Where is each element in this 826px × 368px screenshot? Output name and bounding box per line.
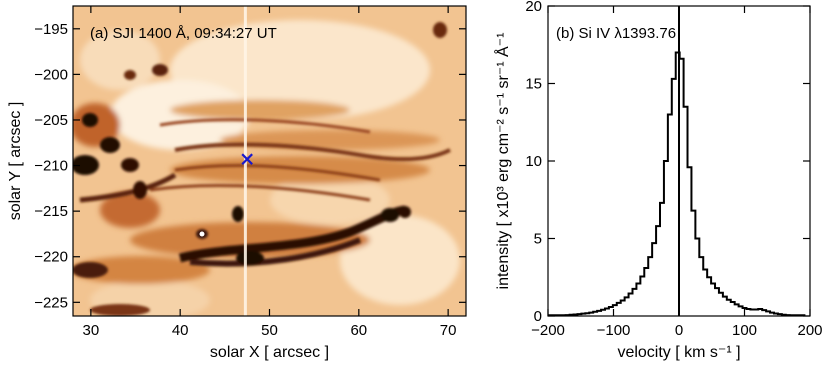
panel-b-ytick-label: 15	[525, 76, 542, 93]
panel-b-ytick-label: 20	[525, 0, 542, 15]
panel-a-xtick-label: 40	[172, 322, 189, 339]
panel-a-ytick-label: −220	[34, 249, 68, 266]
panel-b-ytick-label: 10	[525, 153, 542, 170]
panel-a-ytick-label: −205	[34, 112, 68, 129]
marker-x-stroke	[241, 153, 253, 165]
panel-b-xtick-label: −100	[597, 322, 631, 339]
panel-a-xtick-label: 70	[440, 322, 457, 339]
panel-a-xtick-label: 50	[261, 322, 278, 339]
panel-b-line-profile: −200 −100 0 100 200 0 5 10 15 20 (b) Si IV λ1393.…	[493, 0, 823, 361]
panel-a-ytick-label: −195	[34, 21, 68, 38]
panel-b-ticks: −200 −100 0 100 200 0 5 10 15 20	[525, 0, 822, 339]
panel-a-ytick-label: −210	[34, 158, 68, 175]
panel-a-xtick-label: 30	[83, 322, 100, 339]
panel-b-ylabel: intensity [ x10³ erg cm⁻² s⁻¹ sr⁻¹ Å⁻¹	[493, 33, 512, 290]
panel-a-xtick-label: 60	[350, 322, 367, 339]
panel-b-xtick-label: 200	[797, 322, 822, 339]
panel-a-sji-image: 30 40 50 60 70 −195 −200 −205 −210 −215 −220 −225 (…	[7, 5, 467, 361]
panel-a-ticks: 30 40 50 60 70 −195 −200 −205 −210 −215 −220 −225	[34, 6, 466, 339]
panel-b-ytick-label: 0	[534, 308, 542, 325]
panel-b-xtick-label: −200	[531, 322, 565, 339]
panel-a-ytick-label: −215	[34, 203, 68, 220]
sji-image	[73, 6, 466, 316]
si-iv-profile-series	[548, 51, 806, 317]
bright-point	[199, 231, 205, 237]
panel-b-xlabel: velocity [ km s⁻¹ ]	[617, 344, 740, 361]
panel-a-xlabel: solar X [ arcsec ]	[210, 344, 329, 361]
panel-a-ylabel: solar Y [ arcsec ]	[7, 102, 24, 221]
panel-a-ytick-label: −225	[34, 294, 68, 311]
panel-b-xtick-label: 100	[732, 322, 757, 339]
panel-b-label: (b) Si IV λ1393.76	[556, 25, 676, 42]
panel-b-xtick-label: 0	[675, 322, 683, 339]
panel-a-label: (a) SJI 1400 Å, 09:34:27 UT	[90, 25, 277, 42]
marker-x	[241, 153, 253, 165]
panel-b-ytick-label: 5	[534, 231, 542, 248]
panel-a-ytick-label: −200	[34, 66, 68, 83]
